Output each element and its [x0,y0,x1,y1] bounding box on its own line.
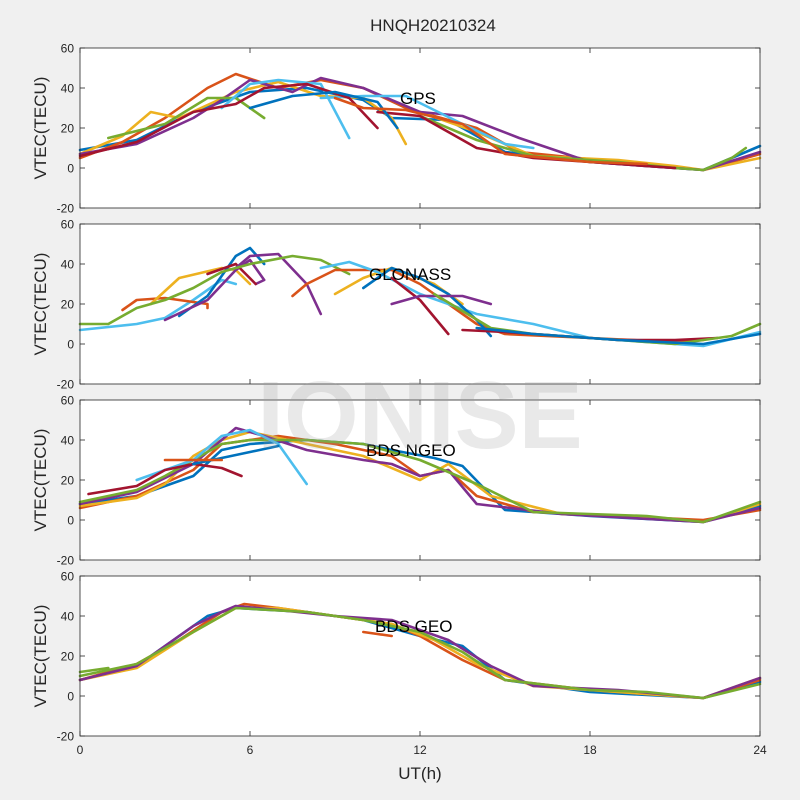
panel-0: -20 0 20 40 60 VTEC(TECU) GPS [31,42,762,216]
series-line-12 [390,276,450,336]
series-group [78,246,762,348]
series-line-1 [121,296,209,312]
series-line-13 [390,294,493,306]
y-tick-label: 60 [61,394,75,408]
series-line-4 [78,606,762,700]
series-line-6 [234,252,323,316]
y-tick-label: 20 [61,650,75,664]
y-tick-label: -20 [57,554,75,568]
y-axis-label: VTEC(TECU) [31,77,50,180]
y-tick-label: 0 [67,162,74,176]
y-axis-label: VTEC(TECU) [31,253,50,356]
x-tick-label: 18 [583,743,597,757]
panel-label: BDS NGEO [366,441,456,460]
x-tick-label: 24 [753,743,767,757]
y-tick-label: -20 [57,378,75,392]
series-group [78,426,762,524]
y-tick-label: 0 [67,690,74,704]
series-line-16 [475,326,762,346]
y-tick-label: 60 [61,570,75,584]
figure-title: HNQH20210324 [370,16,496,35]
x-axis-label: UT(h) [398,764,441,783]
series-line-12 [333,96,649,166]
panel-label: GLONASS [369,265,451,284]
y-tick-label: 60 [61,42,75,56]
series-group [78,602,762,700]
x-tick-label: 0 [77,743,84,757]
series-line-5 [78,666,110,674]
series-line-6 [87,462,243,496]
y-axis-label: VTEC(TECU) [31,605,50,708]
y-tick-label: 40 [61,610,75,624]
y-tick-label: 0 [67,514,74,528]
panel-2: -20 0 20 40 60 VTEC(TECU) BDS NGEO [31,394,762,568]
series-line-11 [248,90,399,130]
panel-1: -20 0 20 40 60 VTEC(TECU) GLONASS [31,218,762,392]
series-line-5 [206,262,257,286]
x-tick-label: 6 [247,743,254,757]
y-tick-label: 20 [61,474,75,488]
panel-label: BDS GEO [375,617,452,636]
axes-area [80,576,760,736]
watermark: IONISE [257,362,582,469]
series-line-7 [78,254,351,326]
series-group [78,72,762,172]
y-tick-label: 20 [61,298,75,312]
axes-area [80,224,760,384]
series-line-11 [361,266,493,338]
series-line-5 [107,96,266,140]
y-tick-label: -20 [57,730,75,744]
y-tick-label: 0 [67,338,74,352]
series-line-6 [361,630,394,638]
y-tick-label: 60 [61,218,75,232]
series-line-3 [177,246,266,318]
y-axis-label: VTEC(TECU) [31,429,50,532]
series-line-7 [220,78,351,140]
series-line-9 [78,82,379,158]
series-line-5 [135,428,309,486]
x-tick-label: 12 [413,743,427,757]
y-tick-label: 20 [61,122,75,136]
y-tick-label: 40 [61,82,75,96]
axes-area [80,48,760,208]
panel-label: GPS [400,89,436,108]
series-line-4 [78,438,762,524]
y-tick-label: 40 [61,258,75,272]
y-tick-label: 40 [61,434,75,448]
y-tick-label: -20 [57,202,75,216]
